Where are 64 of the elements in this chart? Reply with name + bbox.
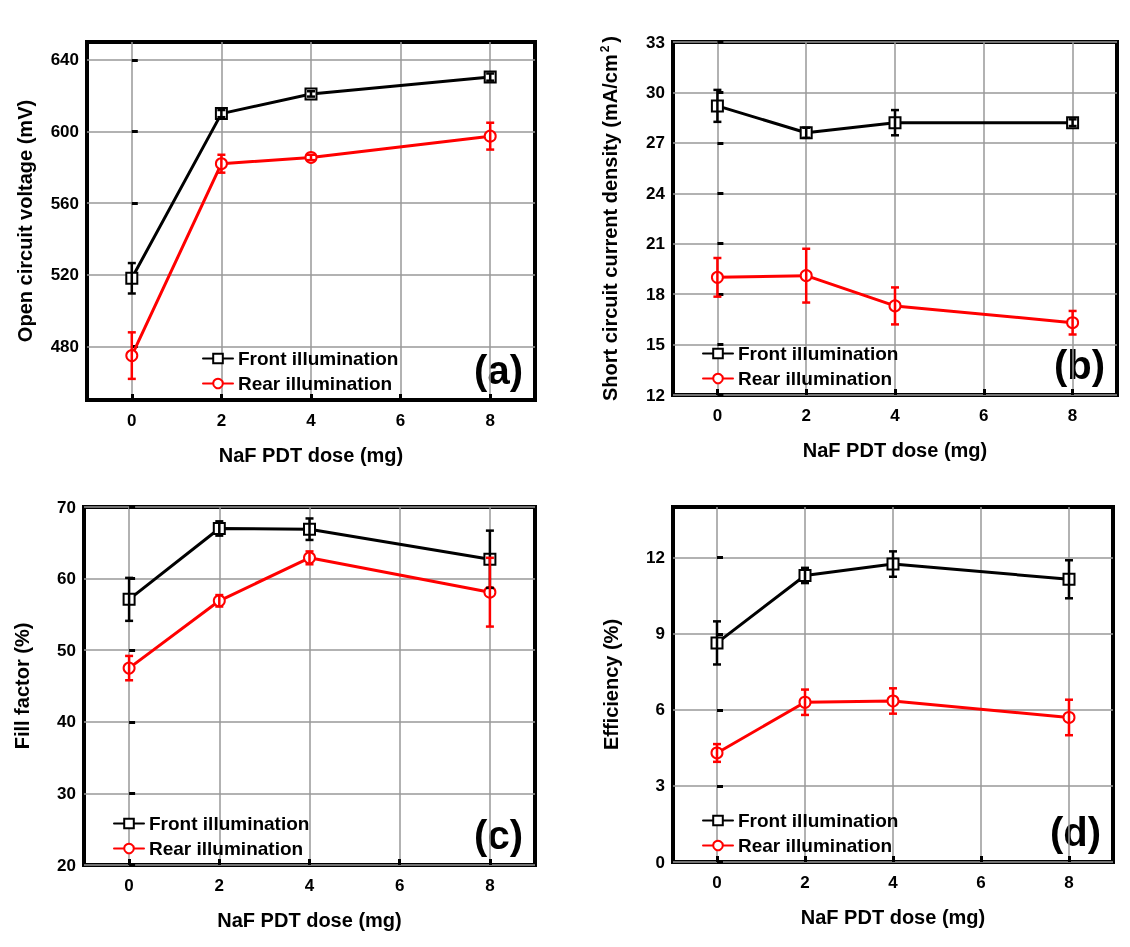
- y-tick-label: 520: [50, 265, 79, 285]
- y-axis-title: Short circuit current density (mA/cm2): [598, 35, 621, 402]
- y-tick-label: 0: [655, 852, 665, 872]
- legend-label: Rear illumination: [738, 835, 893, 856]
- x-tick-label: 4: [888, 873, 899, 892]
- y-tick-label: 30: [646, 82, 665, 102]
- y-tick-label: 21: [646, 234, 665, 254]
- legend-label: Front illumination: [149, 813, 310, 834]
- y-tick-label: 30: [57, 783, 76, 803]
- y-tick-label: 15: [646, 335, 665, 355]
- legend-label: Front illumination: [738, 343, 899, 364]
- y-tick-label: 33: [646, 32, 665, 52]
- x-tick-label: 8: [485, 411, 495, 430]
- x-axis-title: NaF PDT dose (mg): [802, 439, 988, 461]
- y-tick-label: 3: [655, 776, 665, 796]
- y-axis-title: Fill factor (%): [11, 622, 33, 750]
- x-tick-label: 4: [306, 411, 317, 430]
- x-tick-label: 8: [1064, 873, 1074, 892]
- annotation: (b): [1053, 343, 1105, 387]
- y-tick-label: 600: [50, 122, 79, 141]
- x-axis-title: NaF PDT dose (mg): [217, 909, 402, 931]
- y-tick-label: 9: [655, 624, 665, 644]
- y-tick-label: 70: [57, 497, 76, 517]
- y-tick-label: 24: [646, 183, 666, 203]
- y-axis-title: Efficiency (%): [600, 618, 622, 751]
- y-tick-label: 12: [646, 548, 665, 568]
- x-axis-title: NaF PDT dose (mg): [800, 906, 986, 928]
- y-tick-label: 6: [655, 700, 665, 720]
- x-tick-label: 2: [214, 876, 225, 895]
- x-tick-label: 4: [890, 406, 901, 425]
- x-tick-label: 2: [216, 411, 227, 430]
- x-tick-label: 6: [394, 876, 405, 895]
- legend-label: Rear illumination: [738, 368, 893, 389]
- y-axis-title: Open circuit voltage (mV): [14, 99, 36, 343]
- x-tick-label: 0: [712, 873, 722, 892]
- legend-label: Front illumination: [238, 348, 399, 369]
- y-tick-label: 40: [57, 712, 76, 732]
- x-tick-label: 8: [485, 876, 495, 895]
- x-tick-label: 0: [712, 406, 723, 425]
- legend-label: Front illumination: [738, 810, 899, 831]
- x-tick-label: 2: [801, 406, 811, 425]
- legend-label: Rear illumination: [238, 373, 393, 394]
- y-tick-label: 50: [57, 640, 76, 660]
- y-tick-label: 27: [646, 133, 665, 153]
- x-axis-title: NaF PDT dose (mg): [218, 444, 404, 466]
- y-tick-label: 560: [50, 193, 79, 213]
- annotation: (c): [474, 813, 523, 857]
- x-tick-label: 6: [979, 406, 989, 425]
- x-tick-label: 6: [976, 873, 986, 892]
- annotation: (d): [1049, 810, 1101, 854]
- y-tick-label: 60: [57, 569, 76, 589]
- y-tick-label: 18: [646, 284, 665, 304]
- y-tick-label: 20: [57, 855, 76, 875]
- x-tick-label: 6: [395, 411, 406, 430]
- x-tick-label: 0: [124, 876, 134, 895]
- x-tick-label: 0: [127, 411, 137, 430]
- x-tick-label: 4: [304, 876, 315, 895]
- legend-label: Rear illumination: [149, 838, 304, 859]
- y-tick-label: 640: [50, 50, 79, 70]
- y-tick-label: 12: [646, 385, 665, 405]
- x-tick-label: 8: [1067, 406, 1078, 425]
- annotation: (a): [474, 348, 523, 392]
- y-tick-label: 480: [50, 336, 79, 356]
- x-tick-label: 2: [800, 873, 810, 892]
